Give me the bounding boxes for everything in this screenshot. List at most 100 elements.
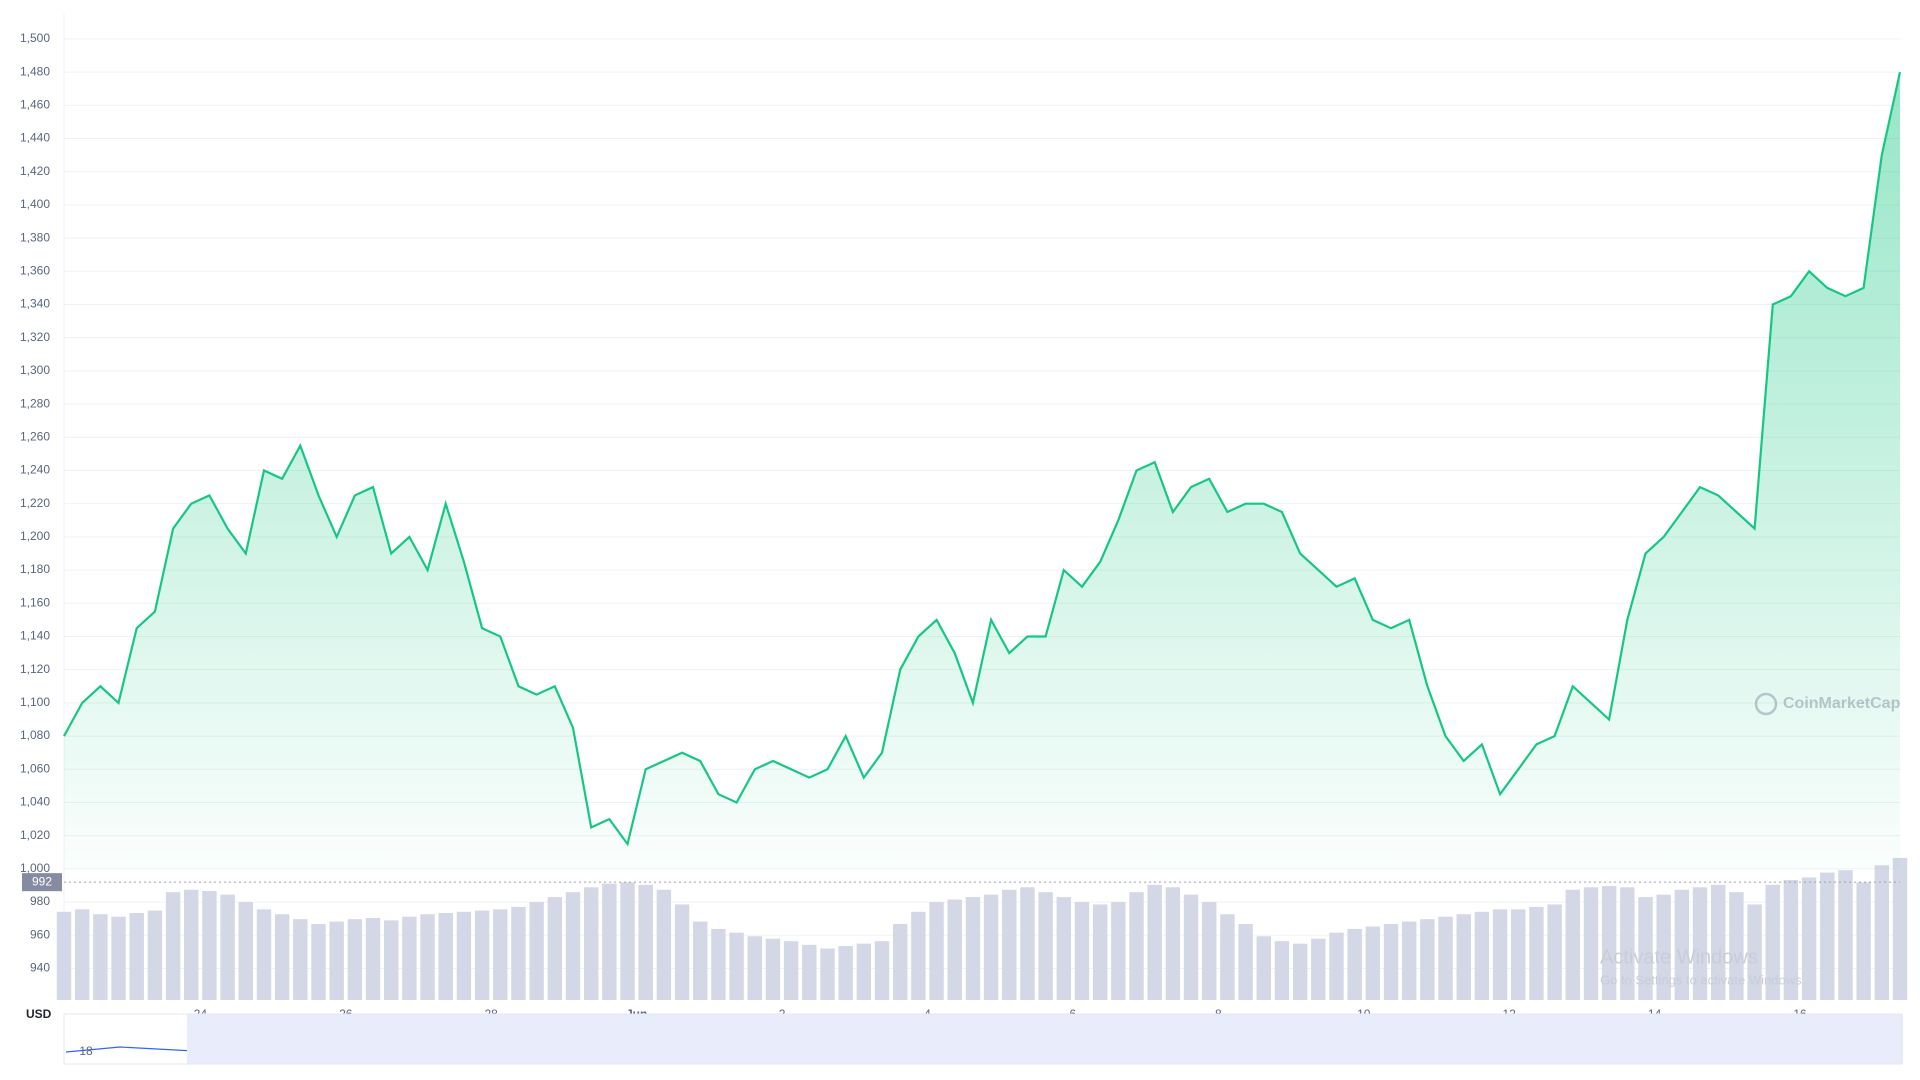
volume-bar bbox=[329, 921, 344, 1000]
volume-bar bbox=[347, 919, 363, 1000]
volume-bar bbox=[1511, 909, 1526, 1000]
y-tick-label: 1,420 bbox=[20, 164, 50, 178]
volume-bar bbox=[1438, 916, 1453, 1000]
y-tick-label: 1,280 bbox=[20, 396, 50, 410]
volume-bar bbox=[1674, 889, 1690, 1000]
volume-bar bbox=[1620, 887, 1635, 1000]
volume-bar bbox=[911, 911, 926, 1000]
volume-bar bbox=[1292, 943, 1308, 1000]
volume-bar bbox=[602, 883, 617, 1000]
y-tick-label: 1,440 bbox=[20, 131, 50, 145]
volume-bar bbox=[74, 909, 90, 1000]
volume-bar bbox=[1147, 884, 1162, 1000]
y-tick-label: 1,040 bbox=[20, 795, 50, 809]
volume-bar bbox=[856, 943, 872, 1000]
volume-bar bbox=[947, 899, 962, 1000]
volume-bar bbox=[293, 919, 308, 1000]
volume-bar bbox=[184, 889, 199, 1000]
volume-bar bbox=[456, 911, 472, 1000]
volume-bar bbox=[1783, 879, 1799, 1000]
volume-bar bbox=[729, 932, 744, 1000]
volume-bar bbox=[1074, 902, 1090, 1000]
volume-bar bbox=[1529, 906, 1544, 1000]
volume-bar bbox=[1111, 902, 1126, 1000]
volume-bar bbox=[129, 913, 144, 1000]
y-tick-label: 1,500 bbox=[20, 31, 50, 45]
volume-bar bbox=[1656, 894, 1671, 1000]
volume-bar bbox=[1401, 921, 1417, 1000]
volume-bar bbox=[365, 917, 381, 1000]
y-tick-label: 1,260 bbox=[20, 429, 50, 443]
y-tick-label: 960 bbox=[30, 927, 50, 941]
volume-bar bbox=[238, 902, 253, 1000]
volume-bar bbox=[256, 909, 272, 1000]
y-tick-label: 1,000 bbox=[20, 861, 50, 875]
volume-bar bbox=[929, 902, 944, 1000]
volume-bar bbox=[274, 914, 290, 1000]
volume-bar bbox=[1492, 909, 1508, 1000]
y-tick-label: 1,480 bbox=[20, 64, 50, 78]
y-tick-label: 1,120 bbox=[20, 662, 50, 676]
volume-bar bbox=[1692, 887, 1708, 1000]
volume-bar bbox=[1565, 889, 1580, 1000]
volume-bar bbox=[420, 914, 435, 1000]
volume-bar bbox=[1129, 892, 1144, 1000]
price-line bbox=[63, 71, 1902, 847]
volume-bar bbox=[783, 941, 799, 1000]
volume-bar bbox=[147, 910, 163, 1000]
volume-bar bbox=[1711, 884, 1726, 1000]
volume-bar bbox=[838, 946, 853, 1000]
volume-bar bbox=[1547, 904, 1562, 1000]
volume-bar bbox=[820, 948, 835, 1000]
volume-bar bbox=[493, 909, 508, 1000]
y-tick-label: 1,380 bbox=[20, 230, 50, 244]
volume-bar bbox=[111, 916, 126, 1000]
y-tick-label: 1,060 bbox=[20, 761, 50, 775]
volume-bar bbox=[892, 924, 908, 1000]
volume-bar bbox=[1038, 892, 1053, 1000]
overlay-subtitle: Go to Settings to activate Windows. bbox=[1600, 972, 1805, 987]
volume-bar bbox=[1274, 941, 1290, 1000]
volume-bar bbox=[802, 944, 817, 1000]
volume-bar bbox=[1002, 889, 1017, 1000]
volume-bar bbox=[674, 904, 690, 1000]
navigator-label: 18 bbox=[79, 1044, 93, 1058]
volume-bar bbox=[1892, 857, 1908, 1000]
volume-bar bbox=[402, 916, 417, 1000]
volume-bar bbox=[1601, 886, 1617, 1000]
y-tick-label: 1,100 bbox=[20, 695, 50, 709]
volume-bar bbox=[511, 906, 526, 1000]
volume-bar bbox=[693, 921, 708, 1000]
y-tick-label: 1,220 bbox=[20, 496, 50, 510]
volume-bar bbox=[656, 889, 672, 1000]
volume-bar bbox=[56, 911, 72, 1000]
watermark-logo bbox=[1754, 692, 1778, 716]
y-tick-label: 1,020 bbox=[20, 828, 50, 842]
volume-bar bbox=[1238, 924, 1253, 1000]
volume-bar bbox=[1838, 870, 1853, 1000]
volume-bar bbox=[220, 894, 235, 1000]
volume-bar bbox=[565, 892, 581, 1000]
volume-bar bbox=[965, 897, 981, 1000]
volume-bar bbox=[438, 913, 453, 1000]
volume-bar bbox=[1365, 926, 1381, 1000]
y-tick-label: 1,080 bbox=[20, 728, 50, 742]
y-tick-label: 1,240 bbox=[20, 463, 50, 477]
volume-bar bbox=[765, 938, 781, 1000]
volume-bar bbox=[1474, 911, 1490, 1000]
plot: 940 960 980 1,000 1,020 1,040 1,060 1,080 1,100 1… bbox=[20, 14, 1908, 1058]
volume-bar bbox=[165, 892, 181, 1000]
y-tick-label: 1,460 bbox=[20, 97, 50, 111]
y-tick-label: 1,160 bbox=[20, 595, 50, 609]
volume-bar bbox=[874, 941, 890, 1000]
volume-bar bbox=[1220, 914, 1235, 1000]
volume-bar bbox=[93, 914, 108, 1000]
navigator-frame bbox=[63, 1013, 1903, 1065]
axis-unit: USD bbox=[26, 1007, 52, 1021]
volume-bar bbox=[1765, 884, 1780, 1000]
volume-bar bbox=[202, 890, 217, 1000]
overlay-title: Activate Windows bbox=[1600, 946, 1758, 968]
y-tick-label: 980 bbox=[30, 894, 50, 908]
volume-bar bbox=[1747, 904, 1762, 1000]
